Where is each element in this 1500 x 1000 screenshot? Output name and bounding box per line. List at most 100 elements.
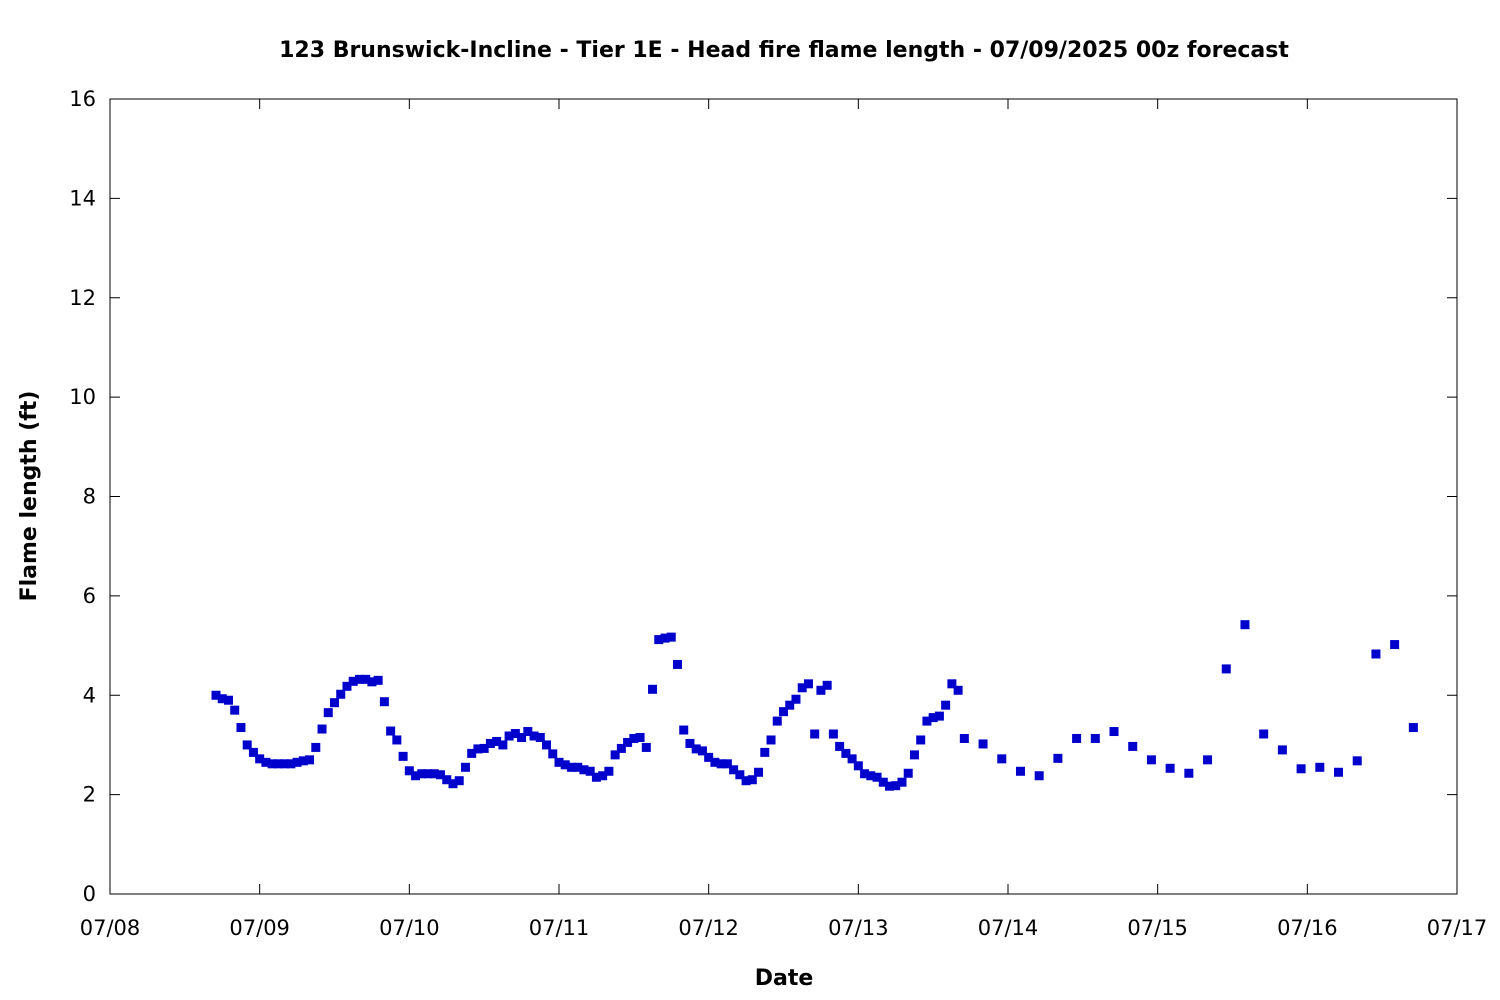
data-point [429, 769, 439, 779]
data-point [1203, 755, 1213, 765]
data-point [392, 735, 402, 745]
data-point [1315, 762, 1325, 772]
data-point [591, 772, 601, 782]
data-point [1146, 755, 1156, 765]
data-point [548, 749, 558, 759]
data-point [691, 744, 701, 754]
y-tick-label: 10 [69, 385, 96, 409]
data-point [280, 759, 290, 769]
data-point [386, 726, 396, 736]
data-point [760, 747, 770, 757]
data-point [1296, 764, 1306, 774]
data-point [585, 766, 595, 776]
data-point [560, 760, 570, 770]
data-point [1109, 727, 1119, 737]
data-point [211, 690, 221, 700]
data-point [454, 776, 464, 786]
data-point [685, 738, 695, 748]
data-point [766, 735, 776, 745]
data-point [623, 737, 633, 747]
data-point [523, 727, 533, 737]
y-tick-label: 14 [69, 186, 96, 210]
data-point [379, 697, 389, 707]
data-point [803, 679, 813, 689]
x-axis: 07/08 07/09 07/10 07/11 07/12 07/13 07/14 07/15… [80, 99, 1488, 940]
data-point [610, 750, 620, 760]
data-point [1015, 766, 1025, 776]
data-point [934, 711, 944, 721]
y-tick-label: 12 [69, 286, 96, 310]
data-point [1371, 649, 1381, 659]
data-point [978, 739, 988, 749]
chart-title: 123 Brunswick-Incline - Tier 1E - Head f… [279, 38, 1289, 63]
data-point [710, 757, 720, 767]
data-point [666, 632, 676, 642]
data-point [273, 759, 283, 769]
x-tick-label: 07/11 [529, 916, 590, 940]
data-point [517, 732, 527, 742]
data-series [211, 620, 1418, 791]
data-point [336, 689, 346, 699]
data-point [1352, 756, 1362, 766]
data-point [741, 776, 751, 786]
data-point [1090, 733, 1100, 743]
data-point [722, 759, 732, 769]
data-point [510, 729, 520, 739]
data-point [361, 674, 371, 684]
data-point [953, 685, 963, 695]
data-point [242, 740, 252, 750]
data-point [579, 765, 589, 775]
data-point [230, 705, 240, 715]
data-point [529, 731, 539, 741]
data-point [479, 743, 489, 753]
x-tick-label: 07/10 [379, 916, 440, 940]
y-axis-label: Flame length (ft) [17, 391, 42, 602]
data-point [959, 733, 969, 743]
data-point [1053, 753, 1063, 763]
data-point [1240, 620, 1250, 630]
data-point [554, 757, 564, 767]
x-tick-label: 07/17 [1427, 916, 1488, 940]
data-point [236, 723, 246, 733]
data-point [1165, 763, 1175, 773]
data-point [217, 694, 227, 704]
data-point [816, 685, 826, 695]
data-point [1221, 664, 1231, 674]
data-point [747, 775, 757, 785]
data-point [822, 680, 832, 690]
data-point [573, 762, 583, 772]
data-point [828, 729, 838, 739]
data-point [367, 677, 377, 687]
data-point [654, 635, 664, 645]
data-point [1334, 767, 1344, 777]
data-point [330, 698, 339, 708]
y-axis: 0 2 4 6 8 10 12 14 16 [69, 87, 1457, 906]
data-point [498, 740, 508, 750]
data-point [616, 743, 626, 753]
data-point [648, 684, 658, 694]
y-tick-label: 0 [83, 882, 96, 906]
data-point [311, 742, 321, 752]
data-point [417, 769, 427, 779]
data-point [473, 744, 483, 754]
data-point [373, 675, 383, 685]
x-axis-label: Date [755, 966, 814, 991]
data-point [754, 767, 764, 777]
data-point [223, 695, 233, 705]
data-point [1390, 640, 1400, 650]
data-point [697, 746, 707, 756]
data-point [791, 694, 801, 704]
y-tick-label: 4 [83, 683, 96, 707]
data-point [872, 772, 882, 782]
x-tick-label: 07/13 [828, 916, 889, 940]
data-point [535, 732, 545, 742]
data-point [903, 768, 913, 778]
data-point [354, 674, 364, 684]
data-point [704, 752, 714, 762]
data-point [997, 754, 1007, 764]
data-point [1184, 768, 1194, 778]
data-point [866, 771, 876, 781]
data-point [348, 676, 358, 686]
data-point [485, 738, 495, 748]
data-point [398, 751, 408, 761]
